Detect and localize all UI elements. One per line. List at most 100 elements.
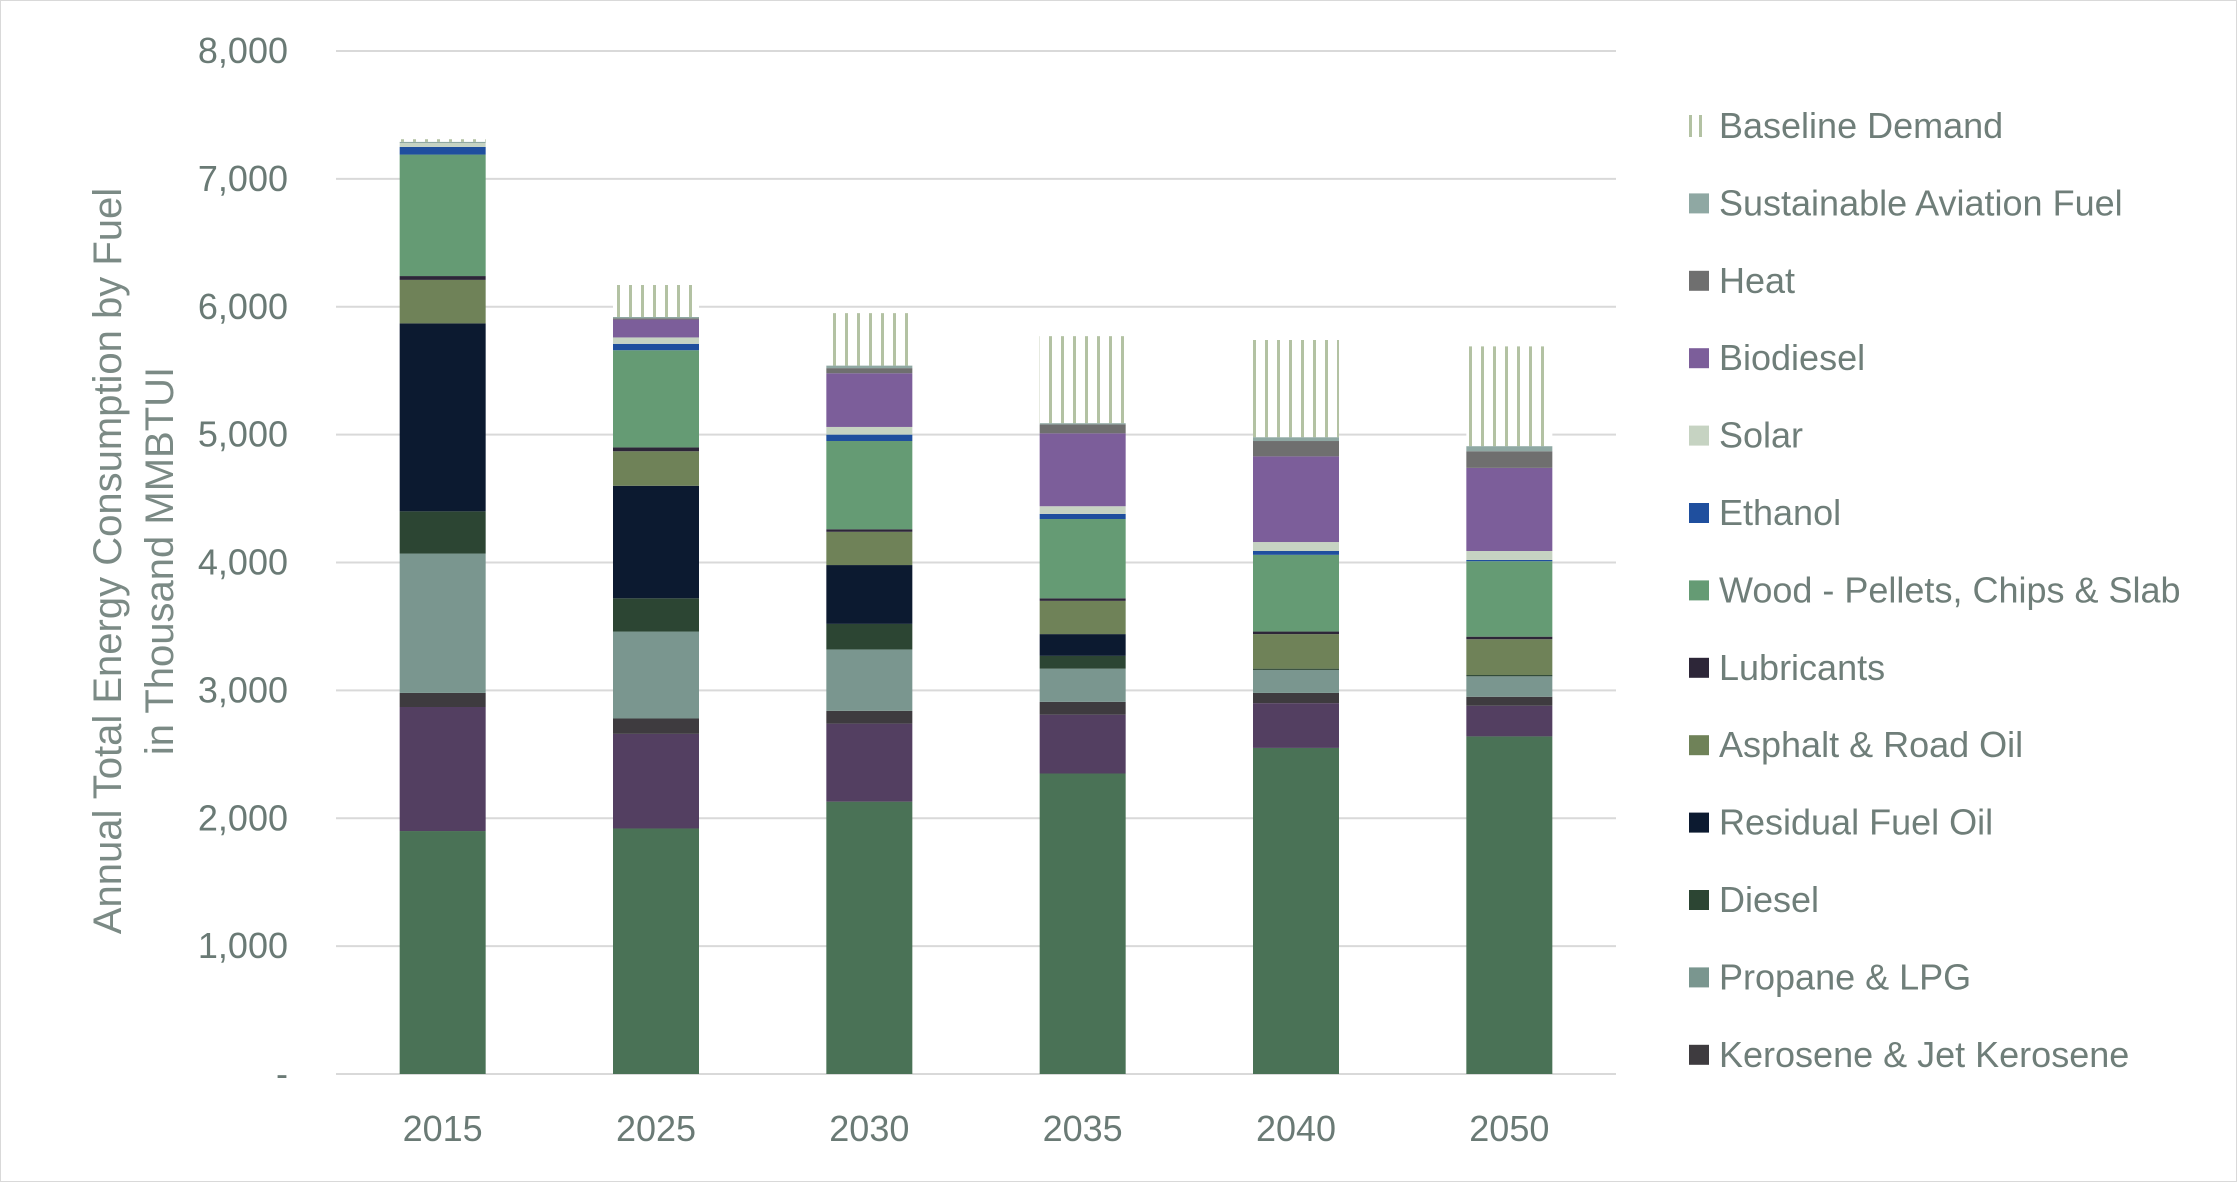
legend-item: Ethanol [1689,492,1841,533]
bar-segment [1039,714,1126,774]
legend-swatch [1689,890,1709,910]
bar-segment [1253,550,1339,555]
bar-segment [613,337,699,344]
bar-segment [1039,598,1126,601]
legend-swatch-pattern [1689,115,1702,137]
bar-segment [399,692,486,707]
bar-segment [1253,747,1339,1074]
legend-item: Diesel [1689,879,1819,920]
legend-swatch [1689,348,1709,369]
bar-segment [826,434,913,442]
bar-segment [1466,561,1553,637]
bar-segment [1253,456,1339,543]
bar-segment [826,365,913,369]
legend-swatch [1689,735,1709,756]
bar-segment [613,718,699,734]
bar-segment [1039,433,1126,507]
bar-segment [1253,634,1339,669]
legend: Baseline Demand Sustainable Aviation Fuel… [1689,105,2181,1075]
bar-segment [1039,773,1126,1074]
legend-swatch [1689,580,1709,601]
bar-segment [613,451,699,486]
legend-label: Baseline Demand [1719,105,2003,146]
bar-segment [1466,705,1553,737]
bar-segment [826,801,913,1074]
bar-segment [399,511,486,554]
y-tick-label: 3,000 [198,669,288,710]
bar-segment [613,447,699,452]
bars [399,139,1553,1074]
bar-segment [613,343,699,351]
bar-segment [1466,467,1553,551]
bar-segment [399,143,486,147]
x-tick-label: 2025 [616,1108,696,1149]
legend-label: Biodiesel [1719,337,1865,378]
bar-segment [826,623,913,650]
legend-swatch-line [1689,115,1692,137]
bar-segment [1039,424,1126,434]
gridlines [336,50,1616,1075]
legend-label: Lubricants [1719,647,1885,688]
bar-segment [826,441,913,530]
legend-label: Heat [1719,260,1795,301]
bar-segment [1253,668,1339,670]
bar-segment [1039,519,1126,599]
bar-segment [613,318,699,320]
bar-segment [1466,696,1553,706]
bar-segment [1039,423,1126,425]
bar-segment [1253,703,1339,748]
legend-item: Biodiesel [1689,337,1865,378]
bar-segment [1466,639,1553,676]
x-axis-ticks: 2015 2025 2030 2035 2040 2050 [403,1108,1550,1149]
bar-segment [399,154,486,277]
x-tick-label: 2015 [403,1108,483,1149]
legend-label: Solar [1719,415,1803,456]
bar-segment [399,323,486,512]
bar-segment [1039,506,1126,514]
bar-segment [399,276,486,280]
legend-label: Ethanol [1719,492,1841,533]
bar-segment [613,733,699,829]
bar-segment [1039,655,1126,669]
bar-segment [399,146,486,155]
bar-segment [1039,634,1126,656]
bar-segment [1253,554,1339,632]
y-axis-label-line: Annual Total Energy Consumption by Fuel [86,188,130,934]
legend-item: Lubricants [1689,647,1885,688]
x-tick-label: 2030 [829,1108,909,1149]
bar-segment [399,553,486,693]
y-tick-label: 1,000 [198,925,288,966]
bar-segment [613,828,699,1074]
bar-segment [1466,636,1553,640]
y-tick-label: - [276,1053,288,1094]
y-tick-label: 8,000 [198,30,288,71]
y-tick-label: 6,000 [198,286,288,327]
bar-segment [1039,336,1126,424]
y-axis-ticks: - 1,000 2,000 3,000 4,000 5,000 6,000 7,000 8,00… [198,30,288,1094]
bar-segment [399,279,486,324]
bar-segment [826,531,913,566]
legend-swatch [1689,1044,1709,1065]
bar-segment [1253,669,1339,693]
bar-segment [613,631,699,719]
legend-label: Diesel [1719,879,1819,920]
bar-segment [826,649,913,711]
bar-segment [826,313,913,366]
bar-segment [1253,692,1339,704]
bar-segment [399,141,486,144]
legend-swatch [1689,193,1709,214]
bar-segment [1039,701,1126,715]
x-tick-label: 2050 [1469,1108,1549,1149]
bar-segment [826,529,913,532]
y-tick-label: 7,000 [198,158,288,199]
bar-segment [1039,513,1126,520]
legend-swatch [1689,812,1709,833]
legend-item: Wood - Pellets, Chips & Slab [1689,569,2181,610]
y-axis-label: Annual Total Energy Consumption by Fuel i… [86,188,182,934]
bar-segment [1039,668,1126,702]
legend-item: Residual Fuel Oil [1689,802,1993,843]
bar-segment [1466,736,1553,1074]
bar-segment [399,706,486,832]
legend-item: Baseline Demand [1689,105,2003,146]
